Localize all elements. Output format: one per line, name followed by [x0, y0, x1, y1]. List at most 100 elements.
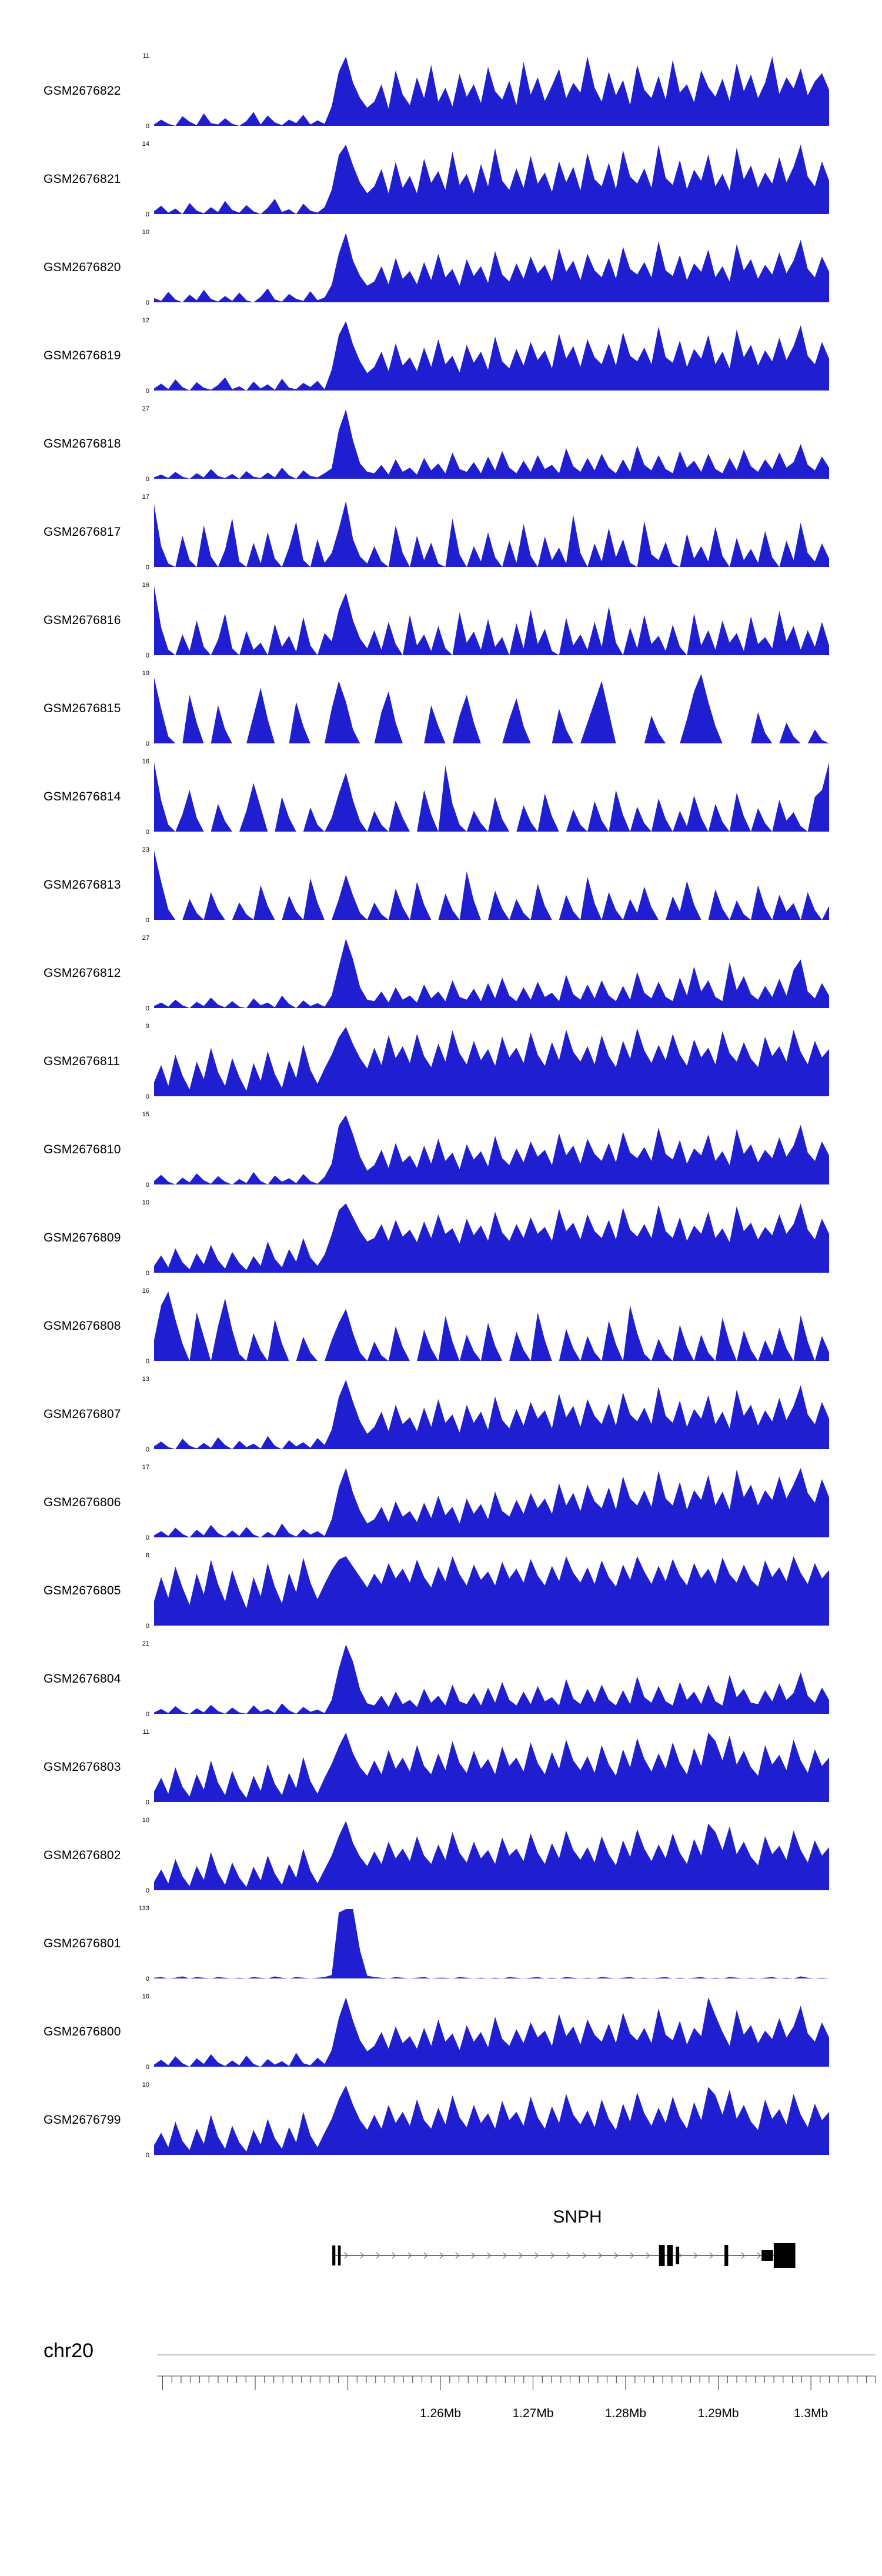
- coverage-signal: [154, 762, 829, 832]
- coverage-track: GSM2676819 12 0: [0, 302, 882, 395]
- track-plot-area: 16 0: [142, 582, 829, 659]
- track-sample-label: GSM2676821: [44, 172, 121, 186]
- track-plot-area: 23 0: [142, 846, 829, 924]
- coverage-track: GSM2676817 17 0: [0, 479, 882, 571]
- track-ymax-label: 133: [138, 1905, 149, 1912]
- coverage-area-chart: [154, 1115, 829, 1184]
- track-plot-area: 11 0: [143, 52, 829, 130]
- coverage-tracks: GSM2676822 11 0 GSM2676821 14 0 GSM2676820 10 0 G…: [0, 38, 882, 2159]
- coverage-signal: [154, 1733, 829, 1802]
- track-ymax-label: 17: [142, 493, 149, 500]
- coverage-area-chart: [154, 762, 829, 832]
- track-ymax-label: 11: [142, 1729, 149, 1736]
- track-ymax-label: 21: [142, 1640, 149, 1647]
- coverage-area-chart: [154, 1644, 829, 1714]
- track-ybase-label: 0: [145, 829, 149, 836]
- coverage-signal: [154, 1997, 829, 2067]
- track-ybase-label: 0: [145, 1093, 149, 1100]
- track-sample-label: GSM2676822: [44, 84, 121, 98]
- track-ybase-label: 0: [145, 1446, 149, 1453]
- coverage-track: GSM2676806 17 0: [0, 1449, 882, 1541]
- track-ybase-label: 0: [145, 564, 149, 571]
- coverage-signal: [154, 850, 829, 920]
- track-ybase-label: 0: [145, 1358, 149, 1365]
- track-sample-label: GSM2676810: [44, 1143, 121, 1156]
- coverage-track: GSM2676799 10 0: [0, 2067, 882, 2159]
- gene-name-label: SNPH: [553, 2207, 602, 2227]
- track-ybase-label: 0: [145, 299, 149, 306]
- track-ybase-label: 0: [145, 740, 149, 748]
- track-plot-area: 10 0: [142, 229, 829, 306]
- track-ymax-label: 10: [142, 1199, 149, 1206]
- coverage-area-chart: [154, 1821, 829, 1890]
- coverage-area-chart: [154, 1733, 829, 1802]
- coverage-signal: [154, 500, 829, 567]
- track-ymax-label: 23: [142, 846, 149, 853]
- coverage-signal: [154, 1380, 829, 1449]
- track-ymax-label: 10: [142, 1817, 149, 1824]
- coverage-signal: [154, 1292, 829, 1361]
- track-ybase-label: 0: [145, 1711, 149, 1718]
- coverage-track: GSM2676815 19 0: [0, 655, 882, 748]
- track-plot-area: 16 0: [142, 1993, 829, 2071]
- coverage-track: GSM2676801 133 0: [0, 1890, 882, 1983]
- coverage-area-chart: [154, 1027, 829, 1096]
- coverage-area-chart: [154, 1203, 829, 1273]
- coverage-track: GSM2676813 23 0: [0, 832, 882, 924]
- coverage-signal: [154, 1556, 829, 1626]
- coverage-track: GSM2676807 13 0: [0, 1361, 882, 1453]
- track-sample-label: GSM2676806: [44, 1496, 121, 1509]
- coverage-area-chart: [154, 1292, 829, 1361]
- track-ybase-label: 0: [145, 211, 149, 218]
- coverage-track: GSM2676802 10 0: [0, 1802, 882, 1894]
- track-ymax-label: 15: [142, 1111, 149, 1118]
- track-plot-area: 27 0: [142, 405, 829, 483]
- track-sample-label: GSM2676807: [44, 1407, 121, 1421]
- coverage-track: GSM2676805 6 0: [0, 1537, 882, 1630]
- coverage-signal: [154, 1027, 829, 1096]
- track-plot-area: 133 0: [139, 1905, 829, 1983]
- coverage-area-chart: [154, 500, 829, 567]
- coverage-signal: [154, 145, 829, 214]
- track-sample-label: GSM2676817: [44, 525, 121, 539]
- gene-annotation-track: SNPH: [0, 2203, 882, 2279]
- coverage-signal: [154, 1468, 829, 1537]
- coverage-area-chart: [154, 1380, 829, 1449]
- track-plot-area: 11 0: [143, 1729, 829, 1806]
- track-sample-label: GSM2676816: [44, 613, 121, 627]
- coverage-track: GSM2676821 14 0: [0, 126, 882, 218]
- track-ybase-label: 0: [145, 1534, 149, 1541]
- coverage-track: GSM2676816 16 0: [0, 567, 882, 659]
- track-ymax-label: 6: [145, 1552, 149, 1559]
- track-sample-label: GSM2676811: [44, 1055, 121, 1068]
- track-ybase-label: 0: [145, 917, 149, 924]
- coverage-track: GSM2676814 16 0: [0, 743, 882, 836]
- coverage-track: GSM2676803 11 0: [0, 1714, 882, 1806]
- coverage-signal: [154, 1115, 829, 1184]
- coverage-area-chart: [154, 56, 829, 126]
- track-ymax-label: 17: [142, 1464, 149, 1471]
- coverage-track: GSM2676808 16 0: [0, 1273, 882, 1365]
- track-plot-area: 12 0: [142, 317, 829, 395]
- track-sample-label: GSM2676812: [44, 966, 121, 980]
- track-ybase-label: 0: [145, 1623, 149, 1630]
- track-ymax-label: 16: [142, 1287, 149, 1294]
- coverage-area-chart: [154, 233, 829, 302]
- track-ybase-label: 0: [145, 2064, 149, 2071]
- coverage-area-chart: [154, 2086, 829, 2155]
- track-sample-label: GSM2676814: [44, 790, 121, 803]
- track-ymax-label: 11: [142, 52, 149, 59]
- coverage-area-chart: [154, 939, 829, 1008]
- coverage-track: GSM2676800 16 0: [0, 1978, 882, 2071]
- track-ymax-label: 27: [142, 935, 149, 942]
- coverage-track: GSM2676812 27 0: [0, 920, 882, 1012]
- coverage-signal: [154, 409, 829, 479]
- track-ymax-label: 9: [145, 1023, 149, 1030]
- track-sample-label: GSM2676799: [44, 2113, 121, 2127]
- track-ymax-label: 10: [142, 229, 149, 236]
- track-plot-area: 17 0: [142, 1464, 829, 1541]
- coverage-track: GSM2676820 10 0: [0, 214, 882, 306]
- coverage-signal: [154, 1644, 829, 1714]
- gene-model: [332, 2243, 796, 2268]
- track-sample-label: GSM2676802: [44, 1848, 121, 1862]
